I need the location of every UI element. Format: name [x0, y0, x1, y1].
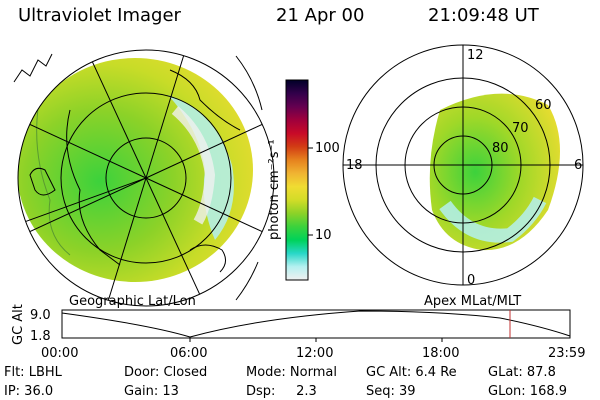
altitude-x-tick-2359: 23:59: [548, 346, 585, 361]
apex-mlat-70: 70: [512, 121, 529, 136]
apex-mlt-12: 12: [467, 48, 484, 63]
altitude-x-tick-1200: 12:00: [296, 346, 333, 361]
geo-grid: [18, 50, 274, 306]
altitude-y-min: 1.8: [30, 329, 51, 344]
info-flt: Flt: LBHL: [4, 365, 63, 380]
info-panel: Flt: LBHL Door: Closed Mode: Normal GC A…: [4, 365, 567, 399]
altitude-plot-frame: [61, 309, 571, 339]
apex-low-emission-band: [439, 196, 547, 243]
geographic-label: Geographic Lat/Lon: [69, 294, 196, 309]
apex-mlat-80: 80: [492, 141, 509, 156]
apex-mlat-60: 60: [535, 98, 552, 113]
colorbar-bar: [285, 79, 309, 281]
geographic-map: [13, 49, 275, 307]
info-gain: Gain: 13: [124, 384, 179, 399]
info-glon: GLon: 168.9: [488, 384, 567, 399]
apex-mlt-6: 6: [574, 158, 582, 173]
info-mode: Mode: Normal: [246, 365, 337, 380]
observation-time: 21:09:48 UT: [428, 5, 539, 26]
app-title: Ultraviolet Imager: [18, 5, 181, 26]
altitude-x-tick-1800: 18:00: [422, 346, 459, 361]
altitude-axis-label: GC Alt: [11, 304, 26, 345]
apex-polar-plot: 12 18 6 0 80 70 60: [342, 44, 584, 288]
geo-coastline-fragment: [13, 53, 53, 83]
geo-low-emission-patch: [168, 95, 234, 240]
geo-outer-ring: [17, 49, 275, 307]
info-door: Door: Closed: [124, 365, 207, 380]
altitude-plot: GC Alt 9.0 1.8 00:00 06:00 12:00 18:00 2…: [11, 304, 585, 361]
info-glat: GLat: 87.8: [488, 365, 556, 380]
altitude-y-max: 9.0: [30, 308, 51, 323]
apex-mlt-0: 0: [467, 273, 475, 288]
colorbar-unit-label: photon cm⁻²s⁻¹: [267, 139, 282, 240]
apex-mlt-18: 18: [346, 158, 363, 173]
altitude-curve: [61, 310, 571, 338]
info-dsp: Dsp: 2.3: [246, 384, 317, 399]
colorbar-tick-10: 10: [315, 228, 332, 243]
apex-grid: [342, 44, 584, 286]
info-seq: Seq: 39: [366, 384, 416, 399]
info-gc-alt: GC Alt: 6.4 Re: [366, 365, 457, 380]
altitude-x-tick-0600: 06:00: [170, 346, 207, 361]
altitude-x-tick-0000: 00:00: [41, 346, 78, 361]
colorbar: 100 10 photon cm⁻²s⁻¹: [267, 79, 340, 281]
apex-label: Apex MLat/MLT: [424, 294, 521, 309]
observation-date: 21 Apr 00: [276, 5, 365, 26]
colorbar-tick-100: 100: [315, 141, 340, 156]
info-ip: IP: 36.0: [4, 384, 53, 399]
